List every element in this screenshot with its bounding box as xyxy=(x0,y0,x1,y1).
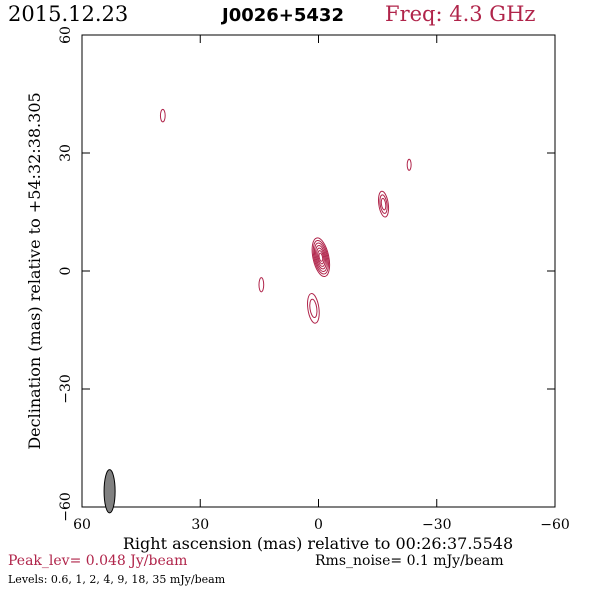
contour-level xyxy=(378,190,390,218)
x-tick-label: −60 xyxy=(540,517,570,533)
contour-component-core-south xyxy=(307,293,320,324)
contour-level xyxy=(159,108,166,123)
contour-level xyxy=(379,194,388,214)
contour-level xyxy=(312,239,329,275)
beam-ellipse xyxy=(103,469,116,514)
contour-level xyxy=(406,158,412,171)
contour-component-blob-east xyxy=(258,277,265,293)
x-tick-label: 30 xyxy=(191,517,209,533)
contour-level xyxy=(317,250,325,265)
contour-component-blob-ne xyxy=(159,108,166,123)
observation-date: 2015.12.23 xyxy=(8,2,129,26)
contour-level xyxy=(313,242,328,272)
axis-ticks: 60 30 0 −30 −60 −60 −30 0 30 60 xyxy=(58,26,570,533)
contour-level xyxy=(315,245,327,270)
contour-component-core xyxy=(311,237,331,278)
y-tick-label: 60 xyxy=(58,26,74,44)
y-axis-label: Declination (mas) relative to +54:32:38.… xyxy=(25,92,44,449)
x-tick-label: −30 xyxy=(422,517,452,533)
beam-layer xyxy=(103,469,116,514)
contour-level xyxy=(311,237,331,278)
x-axis-label: Right ascension (mas) relative to 00:26:… xyxy=(123,534,513,553)
peak-level: Peak_lev= 0.048 Jy/beam xyxy=(8,553,188,569)
contour-layer xyxy=(159,108,412,324)
plot-frame xyxy=(81,34,556,508)
contour-level xyxy=(258,277,265,293)
frequency-label: Freq: 4.3 GHz xyxy=(385,2,536,26)
x-tick-label: 0 xyxy=(314,517,323,533)
x-tick-label: 60 xyxy=(73,517,91,533)
contour-level xyxy=(309,298,318,318)
contour-component-jet-knot-1 xyxy=(378,190,390,218)
contour-level xyxy=(318,252,324,262)
y-tick-label: 0 xyxy=(58,267,74,276)
contour-level xyxy=(316,247,326,267)
contour-component-jet-knot-2 xyxy=(406,158,412,171)
contour-level xyxy=(380,197,387,211)
rms-noise: Rms_noise= 0.1 mJy/beam xyxy=(315,553,504,569)
y-tick-label: −60 xyxy=(58,492,74,522)
y-tick-label: 30 xyxy=(58,144,74,162)
source-name: J0026+5432 xyxy=(222,5,344,26)
contour-level xyxy=(307,293,320,324)
contour-levels: Levels: 0.6, 1, 2, 4, 9, 18, 35 mJy/beam xyxy=(8,573,226,586)
y-tick-label: −30 xyxy=(58,374,74,404)
